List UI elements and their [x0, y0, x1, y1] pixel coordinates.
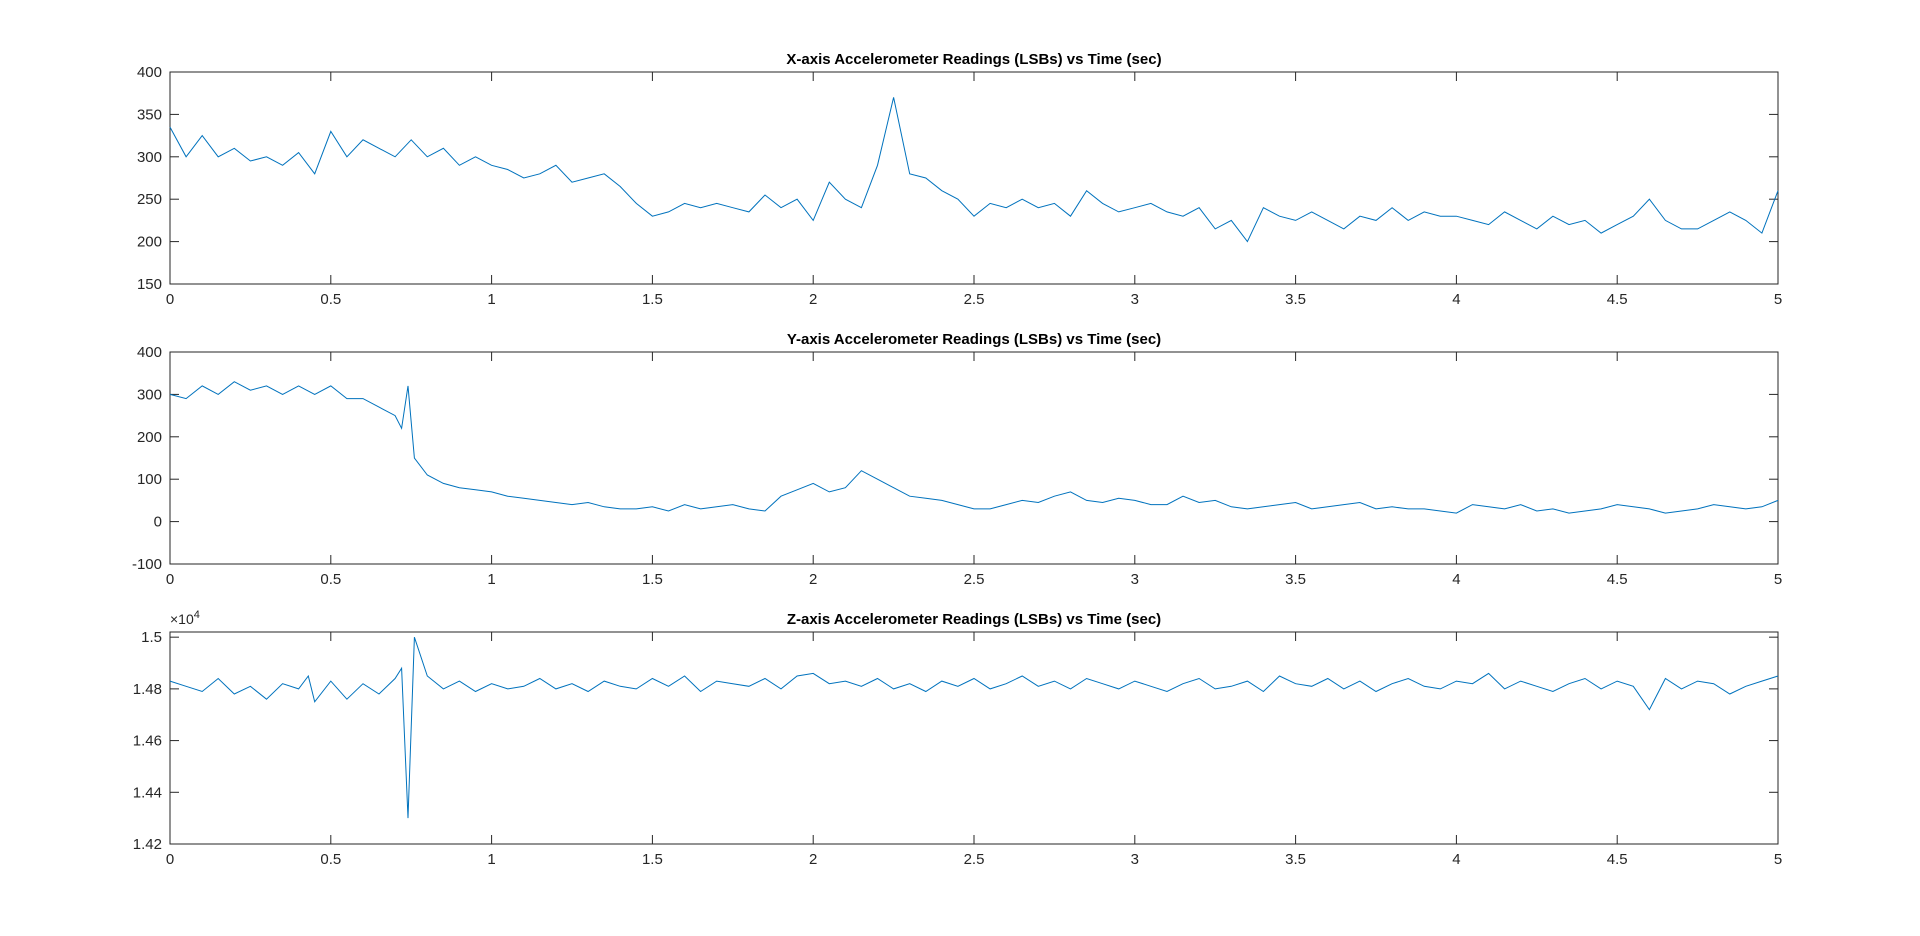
- x-tick-label: 4.5: [1607, 571, 1628, 588]
- exponent-label: ×104: [170, 609, 200, 627]
- series-line: [169, 637, 1779, 819]
- x-tick-label: 1.5: [642, 571, 663, 588]
- x-tick-label: 1: [487, 291, 495, 308]
- x-tick-label: 3.5: [1285, 571, 1306, 588]
- y-tick-label: 250: [137, 191, 162, 208]
- x-tick-label: 0.5: [320, 291, 341, 308]
- series-line: [169, 381, 1779, 514]
- chart-title: Z-axis Accelerometer Readings (LSBs) vs …: [787, 611, 1161, 628]
- x-tick-label: 0: [166, 851, 174, 868]
- subplot-z-axis: Z-axis Accelerometer Readings (LSBs) vs …: [133, 609, 1782, 868]
- x-tick-label: 2: [809, 851, 817, 868]
- y-tick-label: 1.48: [133, 681, 162, 698]
- x-tick-label: 4: [1452, 291, 1460, 308]
- y-tick-label: 1.5: [141, 629, 162, 646]
- x-tick-label: 3: [1131, 571, 1139, 588]
- x-tick-label: 5: [1774, 571, 1782, 588]
- x-tick-label: 5: [1774, 851, 1782, 868]
- y-tick-label: 100: [137, 471, 162, 488]
- x-tick-label: 4: [1452, 851, 1460, 868]
- x-tick-label: 2.5: [964, 291, 985, 308]
- x-tick-label: 3.5: [1285, 291, 1306, 308]
- x-tick-label: 4.5: [1607, 291, 1628, 308]
- y-tick-label: 200: [137, 429, 162, 446]
- plot-area: [169, 351, 1779, 565]
- exponent-power: 4: [194, 609, 200, 621]
- x-tick-label: 0: [166, 571, 174, 588]
- x-tick-label: 1.5: [642, 851, 663, 868]
- x-tick-label: 1: [487, 571, 495, 588]
- x-tick-label: 0.5: [320, 571, 341, 588]
- y-tick-label: 0: [154, 514, 162, 531]
- y-tick-label: 400: [137, 344, 162, 361]
- y-tick-label: 150: [137, 276, 162, 293]
- series-line: [169, 97, 1779, 243]
- chart-title: Y-axis Accelerometer Readings (LSBs) vs …: [787, 331, 1161, 348]
- plot-area: [169, 631, 1779, 845]
- y-tick-label: 1.46: [133, 733, 162, 750]
- subplot-x-axis: X-axis Accelerometer Readings (LSBs) vs …: [137, 51, 1782, 308]
- x-tick-label: 1: [487, 851, 495, 868]
- x-tick-label: 1.5: [642, 291, 663, 308]
- x-tick-label: 4: [1452, 571, 1460, 588]
- y-tick-label: 1.42: [133, 836, 162, 853]
- tick-group: 0 0.5 1 1.5 2 2.5 3 3.5 4 4.5 5 1.42 1.44 1.46 1.48 1.5: [133, 629, 1782, 868]
- y-tick-label: 1.44: [133, 784, 162, 801]
- y-tick-label: -100: [132, 556, 162, 573]
- x-tick-label: 3: [1131, 291, 1139, 308]
- x-tick-label: 0: [166, 291, 174, 308]
- y-tick-label: 350: [137, 106, 162, 123]
- x-tick-label: 2: [809, 291, 817, 308]
- y-tick-label: 300: [137, 386, 162, 403]
- exponent-base: ×10: [170, 611, 194, 627]
- chart-title: X-axis Accelerometer Readings (LSBs) vs …: [786, 51, 1161, 68]
- x-tick-label: 2.5: [964, 851, 985, 868]
- x-tick-label: 4.5: [1607, 851, 1628, 868]
- x-tick-label: 2: [809, 571, 817, 588]
- y-tick-label: 400: [137, 64, 162, 81]
- subplot-y-axis: Y-axis Accelerometer Readings (LSBs) vs …: [132, 331, 1782, 588]
- tick-group: 0 0.5 1 1.5 2 2.5 3 3.5 4 4.5 5 150 200 250 300 350 400: [137, 64, 1782, 308]
- x-tick-label: 0.5: [320, 851, 341, 868]
- y-tick-label: 200: [137, 234, 162, 251]
- x-tick-label: 5: [1774, 291, 1782, 308]
- x-tick-label: 3.5: [1285, 851, 1306, 868]
- y-tick-label: 300: [137, 149, 162, 166]
- plot-area: [169, 71, 1779, 285]
- x-tick-label: 3: [1131, 851, 1139, 868]
- x-tick-label: 2.5: [964, 571, 985, 588]
